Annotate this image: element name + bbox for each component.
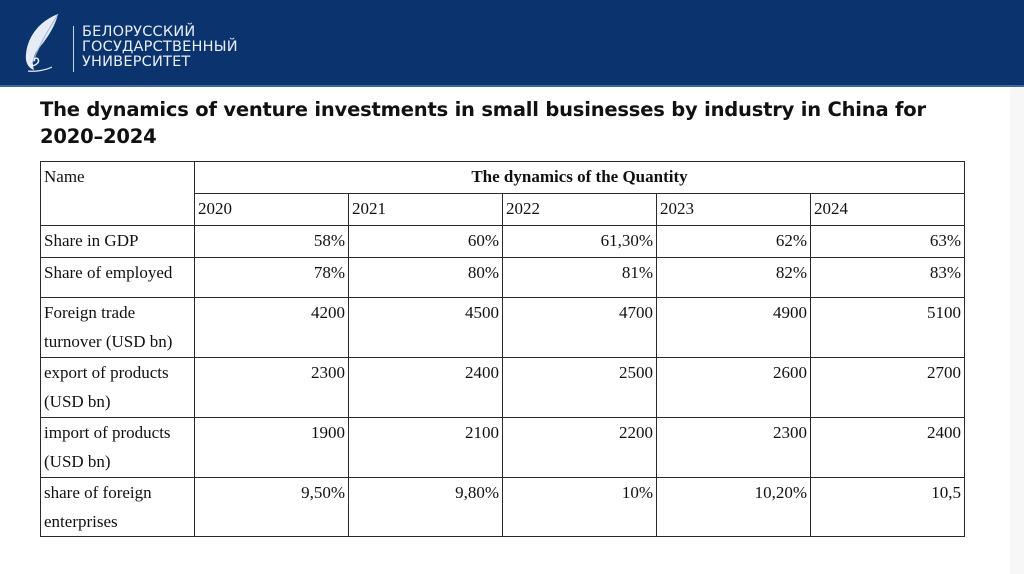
university-name: БЕЛОРУССКИЙ ГОСУДАРСТВЕННЫЙ УНИВЕРСИТЕТ [82,25,238,70]
cell-value: 61,30% [502,225,657,258]
cell-value: 2200 [502,417,657,478]
year-header: 2020 [194,193,349,226]
cell-value: 10,5 [810,477,965,537]
cell-value: 9,80% [348,477,503,537]
logo-line-2: ГОСУДАРСТВЕННЫЙ [82,39,238,55]
table-row: Share in GDP 58% 60% 61,30% 62% 63% [40,225,965,258]
row-label: import of products (USD bn) [40,417,195,478]
cell-value: 4200 [194,297,349,358]
table-header-row: Name The dynamics of the Quantity [40,161,965,226]
cell-value: 80% [348,257,503,298]
row-label: export of products (USD bn) [40,357,195,418]
cell-value: 9,50% [194,477,349,537]
cell-value: 2100 [348,417,503,478]
row-label: Foreign trade turnover (USD bn) [40,297,195,358]
header-divider [0,85,1024,87]
cell-value: 83% [810,257,965,298]
cell-value: 63% [810,225,965,258]
cell-value: 2700 [810,357,965,418]
data-table: Name The dynamics of the Quantity 2020 2… [40,161,965,537]
logo-divider [73,26,74,72]
row-label: Share in GDP [40,225,195,258]
year-header-row: 2020 2021 2022 2023 2024 [41,193,965,226]
table-row: Foreign trade turnover (USD bn) 4200 450… [40,297,965,358]
row-label: Share of employed [40,257,195,298]
cell-value: 2400 [348,357,503,418]
page-title: The dynamics of venture investments in s… [40,98,926,148]
cell-value: 10% [502,477,657,537]
table-row: share of foreign enterprises 9,50% 9,80%… [40,477,965,537]
year-header: 2024 [810,193,965,226]
page-edge [1010,87,1024,574]
group-header: The dynamics of the Quantity [194,161,965,194]
cell-value: 2300 [194,357,349,418]
cell-value: 4700 [502,297,657,358]
logo-line-1: БЕЛОРУССКИЙ [82,24,196,40]
cell-value: 62% [656,225,811,258]
cell-value: 60% [348,225,503,258]
row-label: share of foreign enterprises [40,477,195,537]
cell-value: 2300 [656,417,811,478]
year-header: 2023 [656,193,811,226]
cell-value: 10,20% [656,477,811,537]
header-banner: БЕЛОРУССКИЙ ГОСУДАРСТВЕННЫЙ УНИВЕРСИТЕТ [0,0,1024,85]
year-header: 2021 [348,193,503,226]
cell-value: 5100 [810,297,965,358]
cell-value: 78% [194,257,349,298]
cell-value: 2600 [656,357,811,418]
cell-value: 4900 [656,297,811,358]
cell-value: 1900 [194,417,349,478]
cell-value: 82% [656,257,811,298]
table-row: import of products (USD bn) 1900 2100 22… [40,417,965,478]
name-header: Name [40,161,195,226]
cell-value: 2400 [810,417,965,478]
cell-value: 58% [194,225,349,258]
cell-value: 4500 [348,297,503,358]
feather-icon [25,13,59,72]
university-logo: БЕЛОРУССКИЙ ГОСУДАРСТВЕННЫЙ УНИВЕРСИТЕТ [20,12,260,76]
cell-value: 2500 [502,357,657,418]
table-row: export of products (USD bn) 2300 2400 25… [40,357,965,418]
year-header: 2022 [502,193,657,226]
logo-line-3: УНИВЕРСИТЕТ [82,54,191,70]
table-row: Share of employed 78% 80% 81% 82% 83% [40,257,965,298]
cell-value: 81% [502,257,657,298]
